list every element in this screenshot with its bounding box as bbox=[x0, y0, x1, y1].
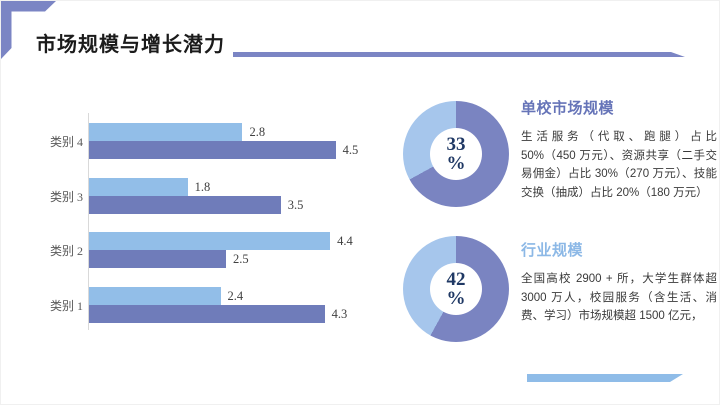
corner-accent-icon bbox=[1, 1, 56, 59]
bar-value-label: 4.3 bbox=[331, 306, 348, 321]
bar-category-label: 类别 3 bbox=[49, 189, 83, 204]
donut-hole: 33 % bbox=[430, 128, 482, 180]
bar-segment bbox=[89, 123, 243, 141]
donut-chart: 42 % bbox=[403, 236, 509, 342]
donut-percent-sign: % bbox=[446, 153, 466, 174]
section-single-school: 单校市场规模 生活服务（代取、跑腿）占比 50%（450 万元）、资源共享（二手… bbox=[521, 97, 717, 202]
bar-segment bbox=[89, 286, 221, 305]
bar-category-label: 类别 4 bbox=[49, 135, 83, 149]
section-body: 生活服务（代取、跑腿）占比 50%（450 万元）、资源共享（二手交易佣金）占比… bbox=[521, 131, 717, 199]
section-title: 单校市场规模 bbox=[521, 100, 615, 117]
bar-segment bbox=[89, 177, 188, 196]
bar-segment bbox=[89, 232, 331, 250]
bar-value-label: 2.8 bbox=[249, 125, 266, 139]
bar-value-label: 3.5 bbox=[287, 197, 304, 212]
bar-category-label: 类别 1 bbox=[49, 298, 83, 313]
bar-value-label: 1.8 bbox=[194, 179, 211, 194]
donut-hole: 42 % bbox=[430, 263, 482, 315]
bar-segment bbox=[89, 250, 226, 268]
corner-accent-shape bbox=[1, 1, 56, 59]
bar-chart: 类别 4 2.8 4.5 类别 3 1.8 3.5 类别 2 4.4 2.5 类别 1 2.4 4.3 bbox=[43, 113, 399, 330]
donut-chart: 33 % bbox=[403, 101, 509, 207]
bar-value-label: 2.5 bbox=[233, 252, 249, 266]
bar-chart-axis-line bbox=[88, 113, 89, 330]
section-industry: 行业规模 全国高校 2900 + 所，大学生群体超 3000 万人，校园服务（含… bbox=[521, 239, 717, 326]
section-title: 行业规模 bbox=[521, 242, 584, 259]
bar-value-label: 4.5 bbox=[342, 143, 359, 157]
donut-percent-value: 42 bbox=[446, 269, 466, 290]
bar-segment bbox=[89, 195, 281, 214]
bottom-accent-bar bbox=[527, 374, 683, 382]
bar-segment bbox=[89, 304, 325, 323]
bar-value-label: 4.4 bbox=[337, 234, 353, 248]
donut-percent-value: 33 bbox=[446, 134, 466, 155]
donut-percent-sign: % bbox=[446, 288, 466, 309]
title-underline-accent bbox=[233, 52, 685, 57]
page-title: 市场规模与增长潜力 bbox=[36, 34, 225, 56]
bar-category-label: 类别 2 bbox=[49, 244, 83, 258]
section-body: 全国高校 2900 + 所，大学生群体超 3000 万人，校园服务（含生活、消费… bbox=[521, 273, 717, 322]
bar-value-label: 2.4 bbox=[227, 288, 244, 303]
bar-segment bbox=[89, 141, 336, 159]
